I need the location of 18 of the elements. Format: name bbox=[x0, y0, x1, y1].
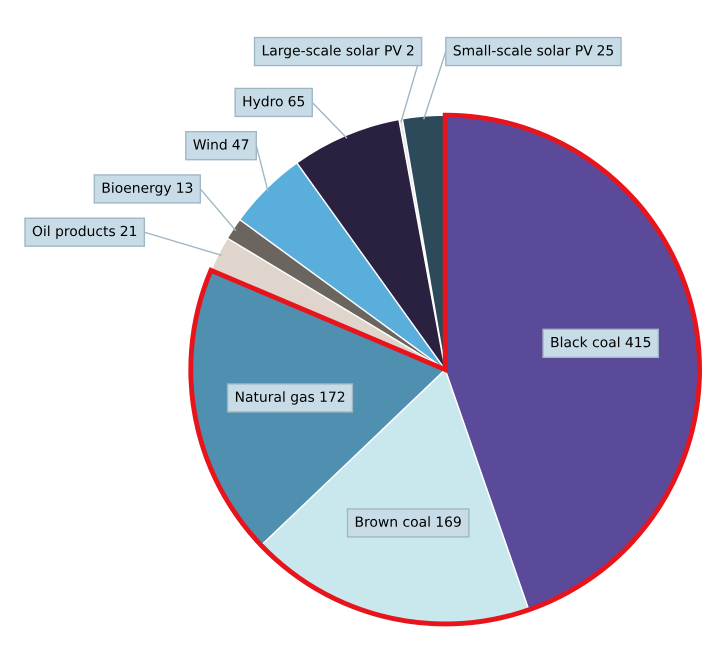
data-label: 25 bbox=[598, 45, 614, 56]
data-label: 21 bbox=[120, 226, 136, 236]
slice-label: Bioenergy bbox=[102, 182, 172, 196]
slice-label: Black coal bbox=[551, 336, 620, 348]
slice-label: Large-scale solar PV bbox=[262, 44, 402, 58]
slice-label: Brown coal bbox=[356, 516, 430, 527]
data-label: 415 bbox=[626, 336, 650, 348]
data-label: 169 bbox=[436, 516, 461, 527]
slice-label: Oil products bbox=[32, 225, 116, 239]
data-label: 65 bbox=[288, 96, 304, 106]
slice-label: Wind bbox=[193, 138, 226, 150]
slice-label: Natural gas bbox=[236, 391, 314, 405]
data-label: 172 bbox=[320, 391, 344, 402]
data-label: 13 bbox=[177, 182, 192, 193]
slice-label: Small-scale solar PV bbox=[454, 44, 593, 56]
slice-label: Hydro bbox=[244, 96, 283, 110]
data-label: 47 bbox=[232, 139, 248, 150]
data-label: 2 bbox=[406, 45, 414, 56]
